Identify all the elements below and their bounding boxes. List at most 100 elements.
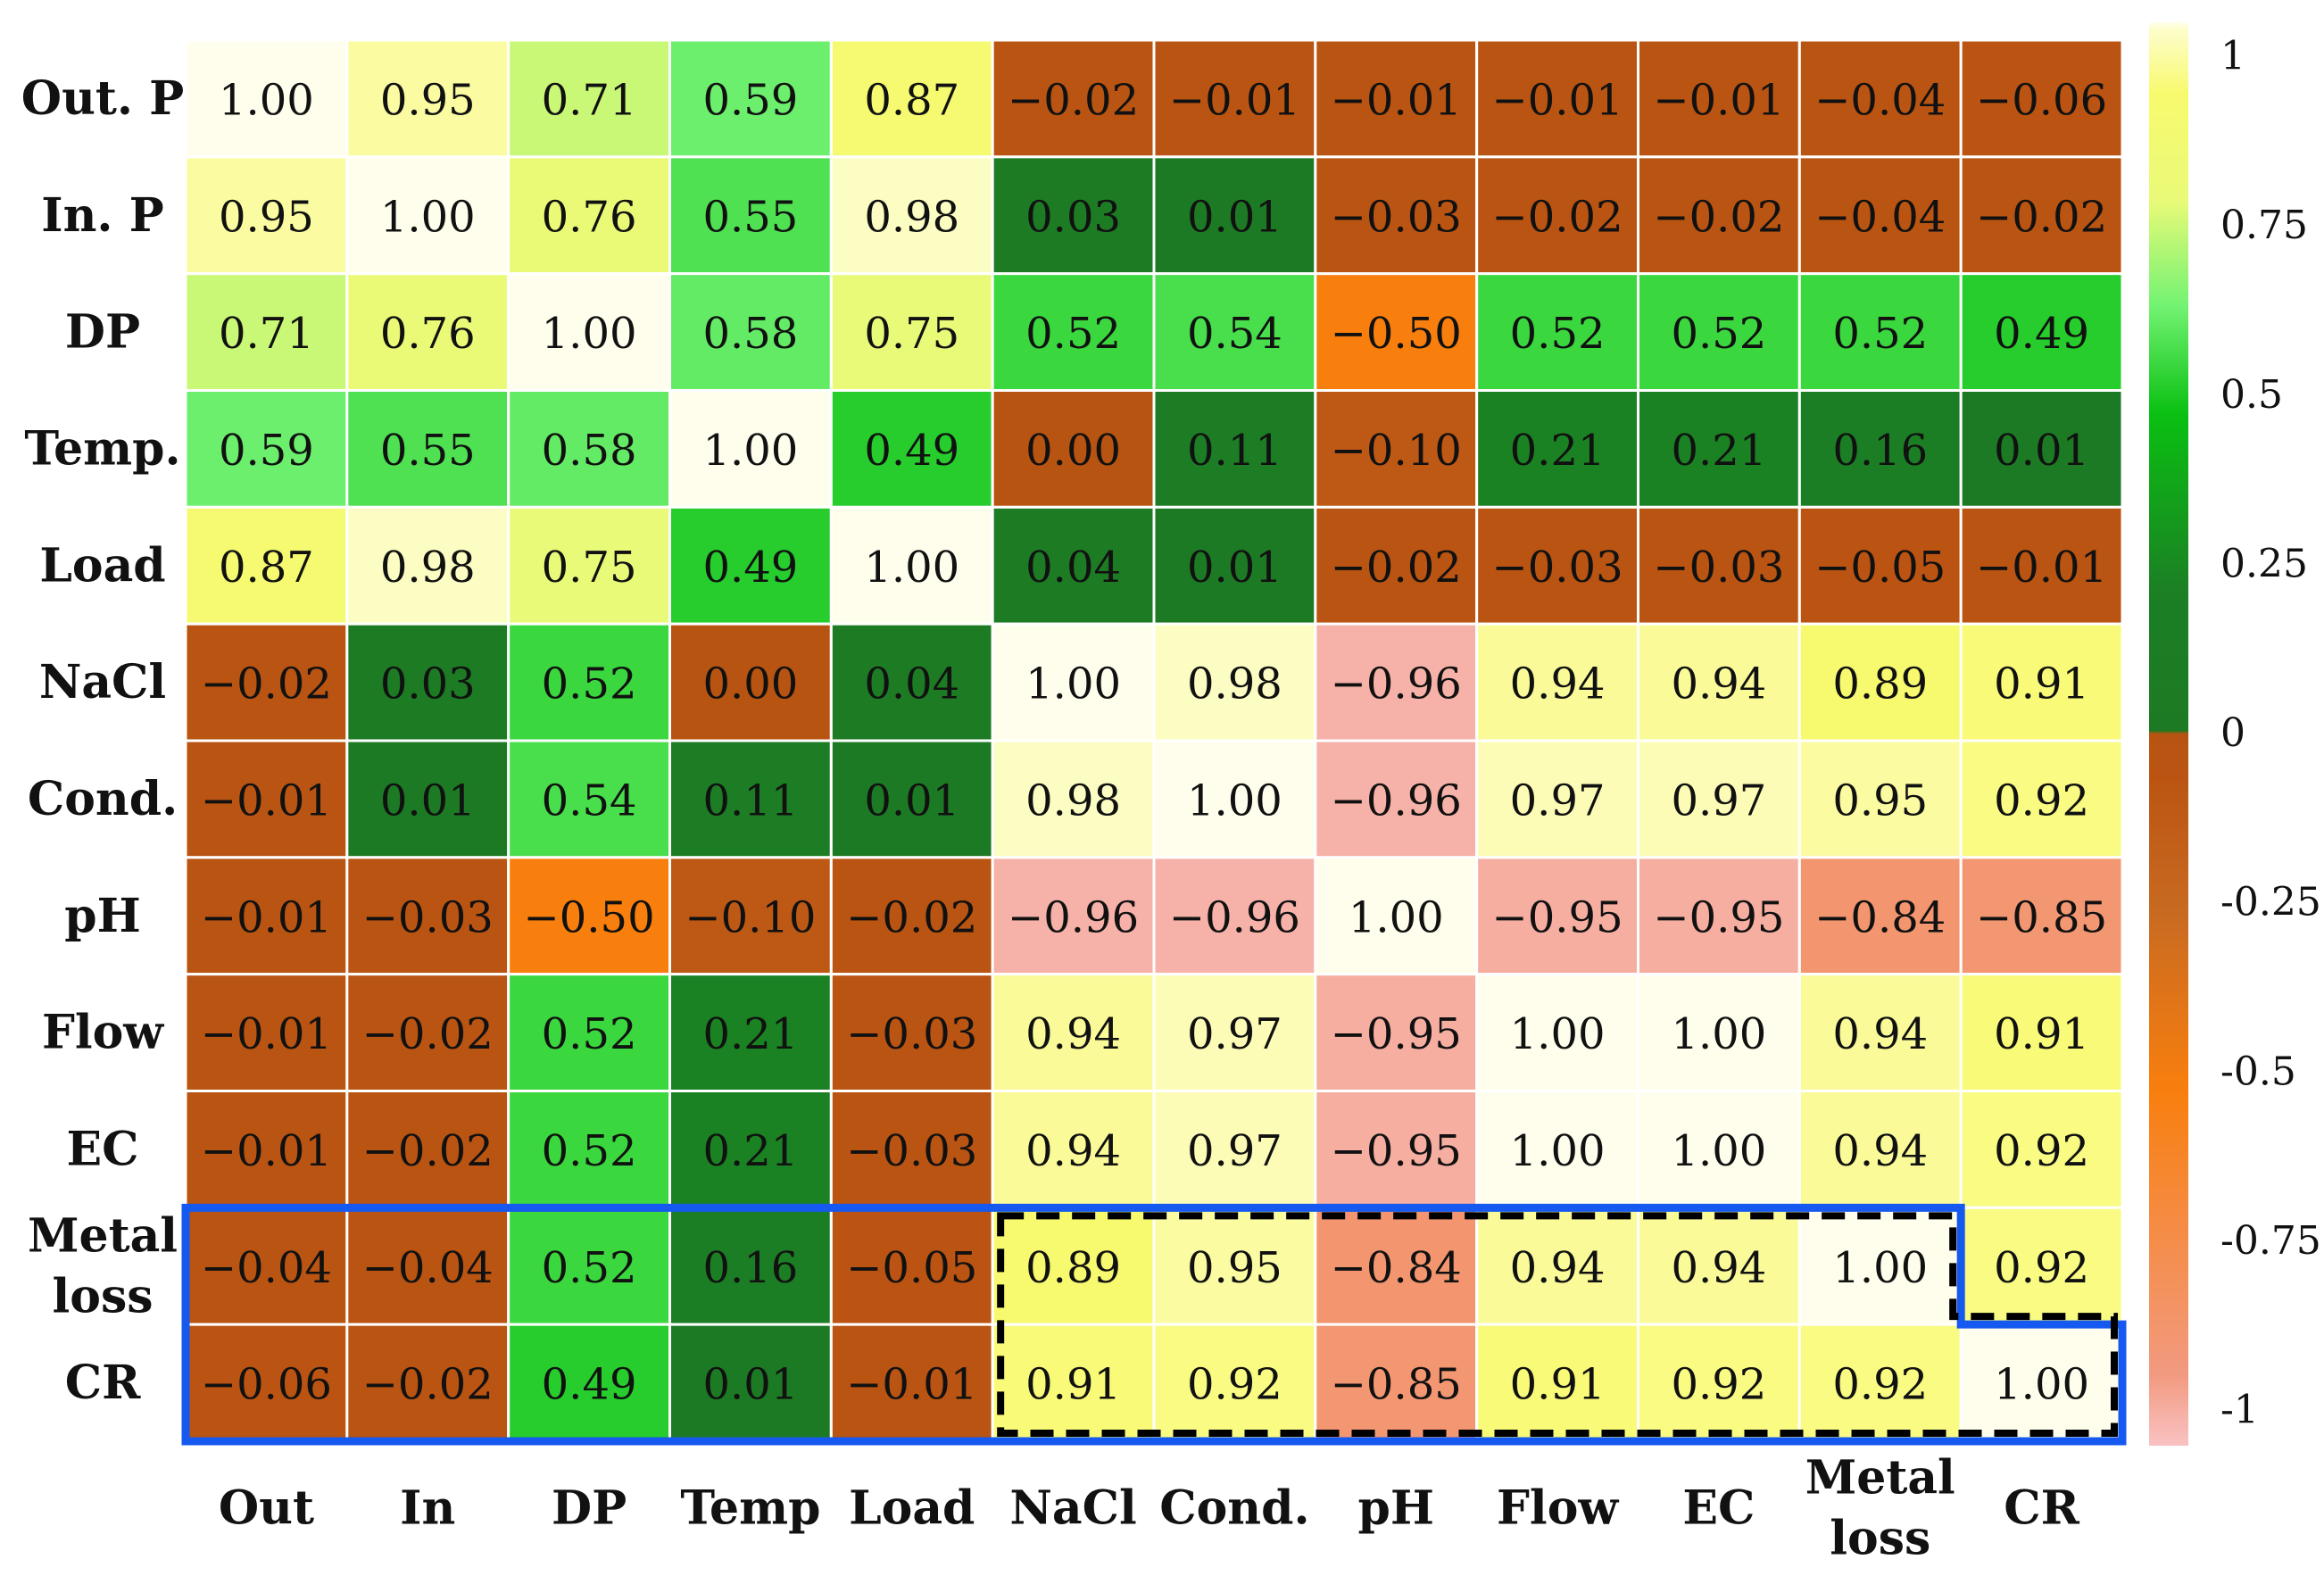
cell-value-label: −0.96 bbox=[1331, 659, 1462, 709]
column-label: Temp bbox=[680, 1481, 820, 1536]
row-label: Temp. bbox=[24, 421, 180, 476]
heatmap-cell bbox=[507, 272, 672, 392]
heatmap-cell bbox=[184, 856, 349, 976]
cell-value-label: −0.96 bbox=[1169, 892, 1300, 942]
heatmap-cell bbox=[345, 155, 510, 276]
cell-value-label: 0.97 bbox=[1671, 776, 1766, 825]
cell-value-label: 1.00 bbox=[1832, 1243, 1928, 1293]
cell-value-label: −0.95 bbox=[1331, 1009, 1462, 1059]
cell-value-label: 0.89 bbox=[1025, 1243, 1121, 1293]
cell-value-label: 0.01 bbox=[1187, 192, 1282, 242]
cell-value-label: 0.55 bbox=[380, 426, 476, 476]
cell-value-label: −0.04 bbox=[201, 1243, 332, 1293]
cell-value-label: 0.71 bbox=[219, 309, 314, 359]
heatmap-cell bbox=[1959, 622, 2124, 742]
row-label: Out. P bbox=[21, 71, 184, 126]
heatmap-cell bbox=[1314, 622, 1479, 742]
heatmap-cell bbox=[668, 739, 833, 859]
cell-value-label: 0.76 bbox=[542, 192, 637, 242]
cell-value-label: 0.04 bbox=[1025, 543, 1121, 593]
cell-value-label: 0.97 bbox=[1510, 776, 1606, 825]
heatmap-cell bbox=[1797, 739, 1963, 859]
colorbar: 1 0.75 0.5 0.25 0 -0.25 -0.5 -0.75 -1 bbox=[2149, 22, 2321, 1446]
row-label: CR bbox=[65, 1356, 141, 1410]
heatmap-cell bbox=[1314, 505, 1479, 626]
cell-value-label: −0.06 bbox=[201, 1360, 332, 1410]
heatmap-cell bbox=[1152, 1090, 1317, 1209]
heatmap-cell bbox=[829, 1090, 994, 1209]
cell-value-label: 0.98 bbox=[1187, 659, 1282, 709]
heatmap-cell bbox=[668, 856, 833, 976]
heatmap-cell bbox=[1475, 739, 1639, 859]
heatmap-cell bbox=[1152, 622, 1317, 742]
cell-value-label: 0.49 bbox=[1994, 309, 2089, 359]
cell-value-label: 0.98 bbox=[1025, 776, 1121, 825]
cell-value-label: −0.02 bbox=[1008, 75, 1139, 125]
cell-value-label: 0.52 bbox=[542, 1126, 637, 1176]
heatmap-cell bbox=[1637, 389, 1801, 509]
cell-value-label: 0.94 bbox=[1832, 1126, 1928, 1176]
row-labels: Out. P In. P DP Temp. Load NaCl Cond. pH Flow EC M… bbox=[21, 71, 184, 1410]
heatmap-cell bbox=[1314, 1206, 1479, 1326]
cell-value-label: 0.75 bbox=[864, 309, 959, 359]
cell-value-label: 0.16 bbox=[1832, 426, 1928, 476]
cell-value-label: 0.92 bbox=[1187, 1360, 1282, 1410]
cell-value-label: 0.49 bbox=[542, 1360, 637, 1410]
cell-value-label: −0.01 bbox=[1976, 543, 2107, 593]
cell-value-label: 0.11 bbox=[702, 776, 798, 825]
heatmap-cell bbox=[184, 739, 349, 859]
heatmap-cell bbox=[1959, 272, 2124, 392]
heatmap-cell bbox=[1637, 38, 1801, 159]
heatmap-cell bbox=[1152, 973, 1317, 1092]
heatmap-cell bbox=[507, 973, 672, 1092]
heatmap-cells: 1.00 0.95 0.71 0.59 0.87 −0.02 −0.01 −0.01 −0.01… bbox=[184, 38, 2124, 1443]
column-label: pH bbox=[1358, 1481, 1435, 1536]
cell-value-label: 0.52 bbox=[542, 1243, 637, 1293]
cell-value-label: −0.02 bbox=[1492, 192, 1623, 242]
heatmap-cell bbox=[345, 1206, 510, 1326]
heatmap-cell bbox=[345, 973, 510, 1092]
cell-value-label: 0.91 bbox=[1025, 1360, 1121, 1410]
colorbar-tick-label: 0 bbox=[2220, 710, 2245, 756]
heatmap-cell bbox=[668, 389, 833, 509]
heatmap-cell bbox=[991, 1206, 1156, 1326]
cell-value-label: 0.03 bbox=[380, 659, 476, 709]
heatmap-cell bbox=[668, 973, 833, 1092]
cell-value-label: −0.84 bbox=[1814, 892, 1946, 942]
cell-value-label: 0.94 bbox=[1832, 1009, 1928, 1059]
cell-value-label: 0.49 bbox=[702, 543, 798, 593]
heatmap-cell bbox=[829, 272, 994, 392]
cell-value-label: −0.01 bbox=[201, 776, 332, 825]
heatmap-cell bbox=[1797, 856, 1963, 976]
cell-value-label: −0.04 bbox=[362, 1243, 494, 1293]
heatmap-cell bbox=[1152, 389, 1317, 509]
cell-value-label: 0.92 bbox=[1994, 1126, 2089, 1176]
cell-value-label: 0.75 bbox=[542, 543, 637, 593]
cell-value-label: 0.97 bbox=[1187, 1009, 1282, 1059]
cell-value-label: 1.00 bbox=[1349, 892, 1444, 942]
cell-value-label: −0.05 bbox=[1814, 543, 1946, 593]
cell-value-label: 0.95 bbox=[219, 192, 314, 242]
heatmap-cell bbox=[1637, 739, 1801, 859]
cell-value-label: −0.95 bbox=[1331, 1126, 1462, 1176]
column-label: Metal loss bbox=[1805, 1451, 1955, 1566]
cell-value-label: 0.01 bbox=[380, 776, 476, 825]
colorbar-tick-label: 0.25 bbox=[2220, 541, 2308, 586]
colorbar-tick-label: -0.25 bbox=[2220, 880, 2321, 925]
cell-value-label: −0.02 bbox=[362, 1009, 494, 1059]
cell-value-label: 0.21 bbox=[1671, 426, 1766, 476]
cell-value-label: 0.55 bbox=[702, 192, 798, 242]
heatmap-cell bbox=[668, 1090, 833, 1209]
colorbar-tick-label: 0.5 bbox=[2220, 372, 2283, 418]
cell-value-label: 0.91 bbox=[1994, 1009, 2089, 1059]
heatmap-cell bbox=[507, 389, 672, 509]
cell-value-label: 0.92 bbox=[1994, 1243, 2089, 1293]
row-label: NaCl bbox=[39, 655, 166, 709]
cell-value-label: −0.01 bbox=[201, 892, 332, 942]
heatmap-cell bbox=[668, 155, 833, 276]
cell-value-label: 0.00 bbox=[1025, 426, 1121, 476]
cell-value-label: −0.85 bbox=[1976, 892, 2107, 942]
cell-value-label: 1.00 bbox=[864, 543, 959, 593]
cell-value-label: 0.97 bbox=[1187, 1126, 1282, 1176]
dashed-highlight-box bbox=[997, 1212, 2118, 1437]
